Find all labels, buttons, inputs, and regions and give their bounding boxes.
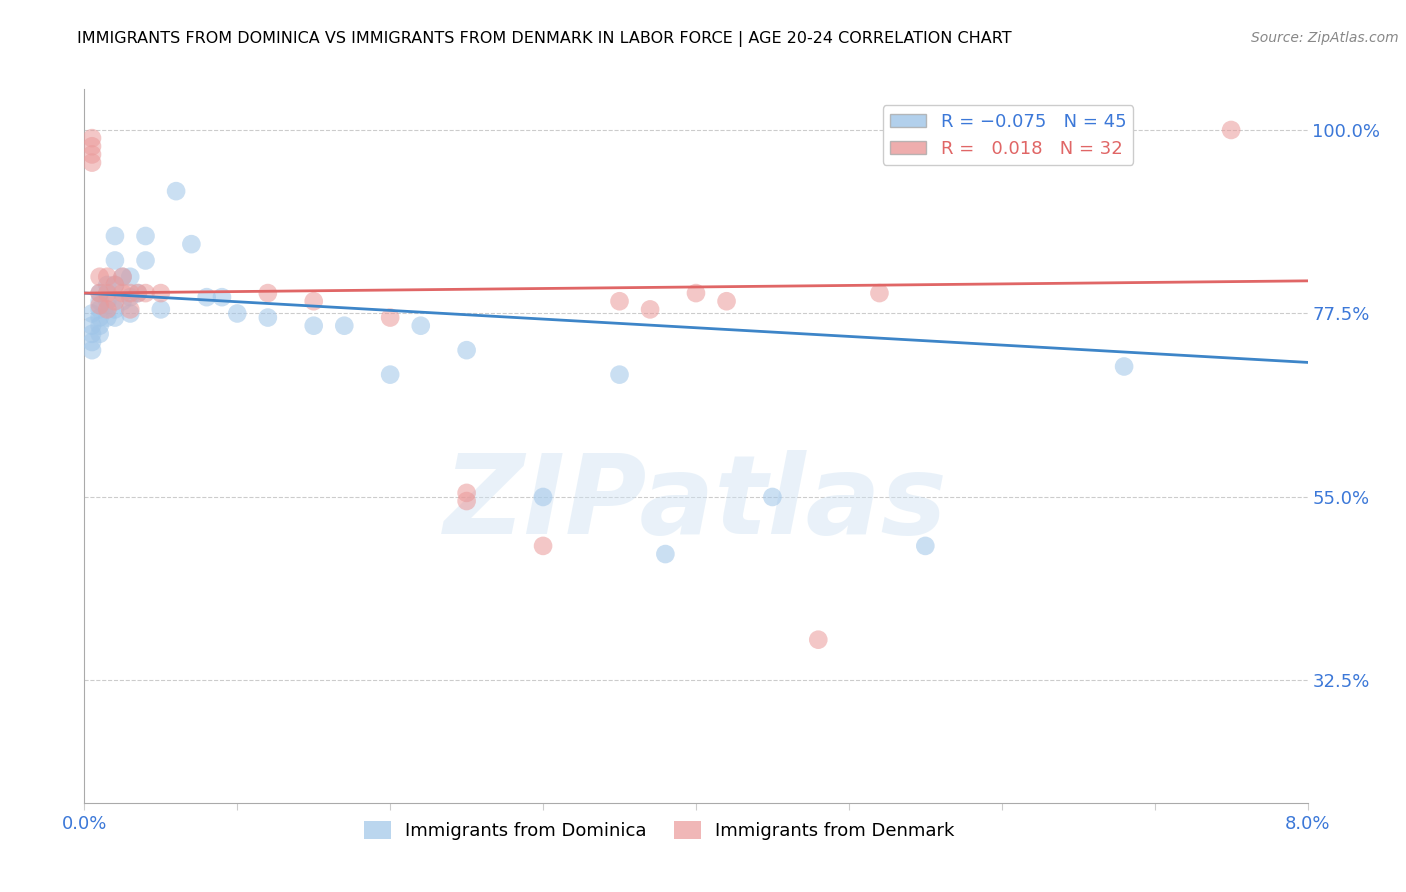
Point	[149, 302, 172, 317]
Point	[761, 490, 783, 504]
Point	[89, 286, 111, 301]
Point	[104, 277, 127, 292]
Point	[96, 310, 118, 325]
Point	[80, 326, 103, 341]
Point	[120, 286, 142, 301]
Point	[89, 326, 111, 341]
Point	[380, 310, 402, 325]
Point	[257, 310, 280, 325]
Point	[96, 294, 118, 309]
Point	[135, 253, 157, 268]
Point	[609, 368, 631, 382]
Point	[80, 334, 103, 349]
Point	[80, 155, 103, 169]
Point	[654, 547, 676, 561]
Point	[456, 343, 478, 358]
Point	[685, 286, 707, 301]
Point	[333, 318, 356, 333]
Point	[302, 294, 325, 309]
Text: Source: ZipAtlas.com: Source: ZipAtlas.com	[1251, 31, 1399, 45]
Point	[257, 286, 280, 301]
Point	[111, 286, 134, 301]
Point	[104, 294, 127, 309]
Point	[226, 306, 249, 320]
Point	[89, 269, 111, 284]
Point	[89, 318, 111, 333]
Point	[211, 290, 233, 304]
Point	[180, 237, 202, 252]
Point	[120, 306, 142, 320]
Point	[716, 294, 738, 309]
Point	[104, 253, 127, 268]
Legend: Immigrants from Dominica, Immigrants from Denmark: Immigrants from Dominica, Immigrants fro…	[357, 814, 962, 847]
Point	[80, 318, 103, 333]
Point	[80, 139, 103, 153]
Point	[531, 490, 554, 504]
Point	[96, 302, 118, 317]
Point	[80, 343, 103, 358]
Point	[409, 318, 432, 333]
Point	[89, 286, 111, 301]
Point	[127, 286, 149, 301]
Point	[120, 290, 142, 304]
Point	[111, 269, 134, 284]
Point	[1114, 359, 1136, 374]
Point	[80, 131, 103, 145]
Point	[807, 632, 830, 647]
Point	[165, 184, 187, 198]
Point	[120, 302, 142, 317]
Point	[89, 298, 111, 312]
Point	[135, 229, 157, 244]
Point	[456, 494, 478, 508]
Point	[104, 229, 127, 244]
Point	[89, 310, 111, 325]
Point	[302, 318, 325, 333]
Point	[96, 286, 118, 301]
Point	[120, 269, 142, 284]
Point	[127, 286, 149, 301]
Point	[456, 486, 478, 500]
Point	[89, 294, 111, 309]
Point	[104, 310, 127, 325]
Point	[96, 277, 118, 292]
Text: IMMIGRANTS FROM DOMINICA VS IMMIGRANTS FROM DENMARK IN LABOR FORCE | AGE 20-24 C: IMMIGRANTS FROM DOMINICA VS IMMIGRANTS F…	[77, 31, 1012, 47]
Point	[104, 302, 127, 317]
Point	[638, 302, 661, 317]
Point	[80, 306, 103, 320]
Point	[135, 286, 157, 301]
Point	[1220, 123, 1243, 137]
Point	[195, 290, 218, 304]
Point	[380, 368, 402, 382]
Point	[96, 269, 118, 284]
Point	[149, 286, 172, 301]
Point	[80, 147, 103, 161]
Point	[111, 294, 134, 309]
Point	[869, 286, 891, 301]
Point	[914, 539, 936, 553]
Point	[111, 269, 134, 284]
Point	[89, 302, 111, 317]
Point	[104, 277, 127, 292]
Point	[531, 539, 554, 553]
Text: ZIPatlas: ZIPatlas	[444, 450, 948, 557]
Point	[609, 294, 631, 309]
